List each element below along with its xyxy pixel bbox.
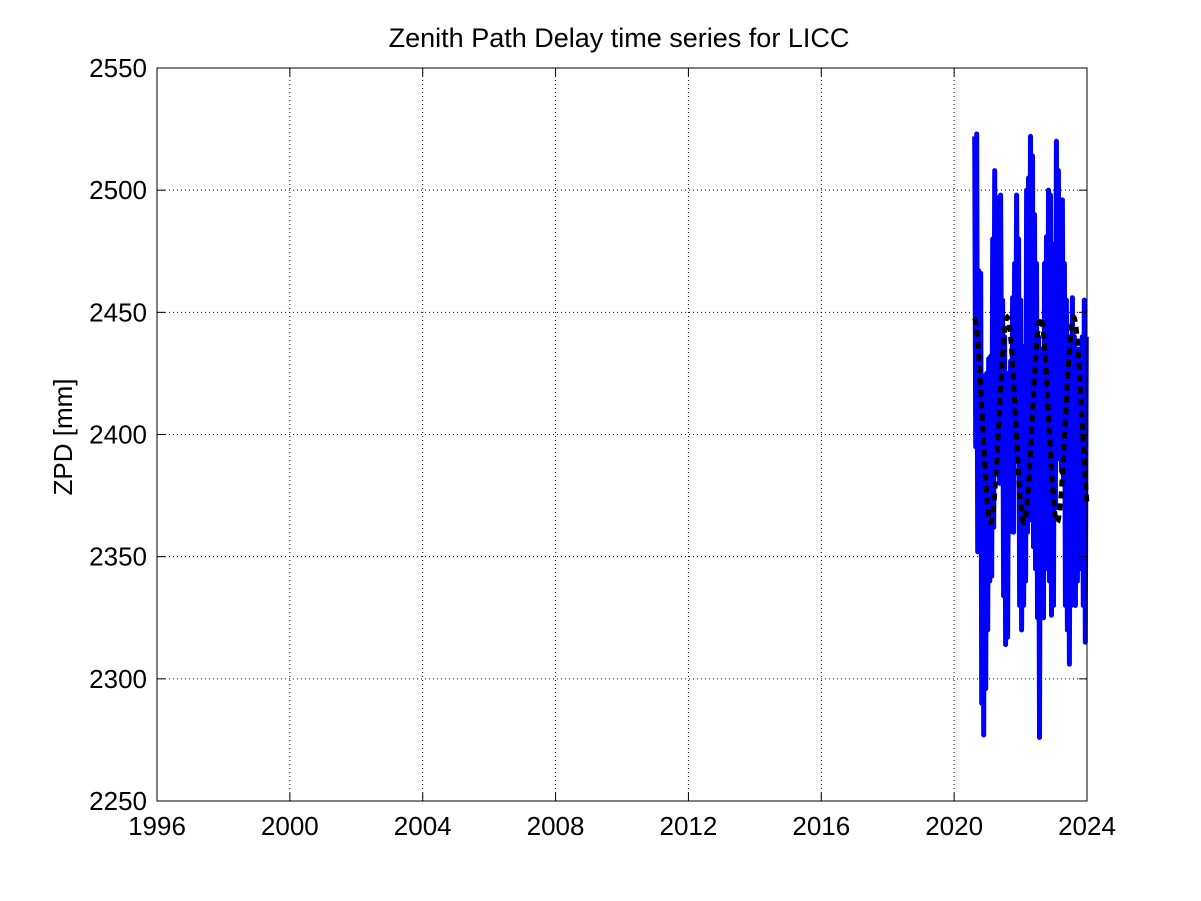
- x-tick-label: 1996: [128, 811, 186, 841]
- y-axis: 2250 2300 2350 2400 2450 2500 2550: [89, 53, 1087, 816]
- grid-lines: [157, 68, 1087, 801]
- observed-zpd-series: [972, 131, 1089, 740]
- y-tick-label: 2300: [89, 664, 147, 694]
- y-axis-label: ZPD [mm]: [48, 379, 78, 496]
- y-tick-label: 2350: [89, 542, 147, 572]
- chart-title: Zenith Path Delay time series for LICC: [389, 23, 850, 53]
- x-tick-label: 2004: [394, 811, 452, 841]
- y-tick-label: 2400: [89, 420, 147, 450]
- plot-area: [972, 131, 1090, 740]
- x-tick-label: 2020: [925, 811, 983, 841]
- y-tick-label: 2450: [89, 297, 147, 327]
- y-tick-label: 2550: [89, 53, 147, 83]
- x-tick-label: 2008: [527, 811, 585, 841]
- x-tick-label: 2016: [792, 811, 850, 841]
- x-tick-label: 2000: [261, 811, 319, 841]
- x-axis: 1996 2000 2004 2008 2012 2016 2020 2024: [128, 68, 1116, 841]
- x-tick-label: 2012: [660, 811, 718, 841]
- seasonal-model-series: [972, 313, 1090, 526]
- y-tick-label: 2250: [89, 786, 147, 816]
- x-tick-label: 2024: [1058, 811, 1116, 841]
- y-tick-label: 2500: [89, 175, 147, 205]
